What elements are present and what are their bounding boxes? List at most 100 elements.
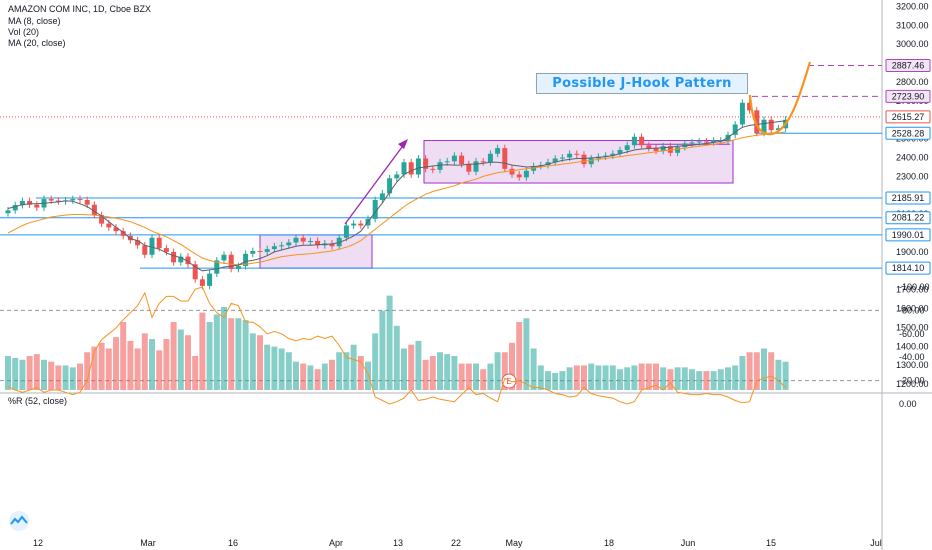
volume-bar xyxy=(458,363,465,390)
volume-bar xyxy=(581,365,587,390)
price-label: 2081.22 xyxy=(892,213,925,223)
candle-body xyxy=(156,237,162,249)
candle-body xyxy=(466,164,472,172)
candle-body xyxy=(408,162,414,175)
candle-body xyxy=(12,205,18,211)
volume-bar xyxy=(134,348,141,390)
candle-body xyxy=(379,193,385,200)
candle-body xyxy=(171,251,177,263)
candle-body xyxy=(610,153,616,156)
volume-bar xyxy=(537,365,544,390)
volume-bar xyxy=(710,371,717,390)
candle-body xyxy=(27,200,33,205)
candle-body xyxy=(271,246,277,250)
candle-body xyxy=(703,141,709,143)
candle-body xyxy=(689,142,695,144)
price-tick-label: 2300.00 xyxy=(896,171,929,181)
ma8-line xyxy=(7,120,786,272)
candle-body xyxy=(5,210,11,214)
volume-bar xyxy=(249,333,256,390)
volume-bar xyxy=(631,365,638,390)
volume-bar xyxy=(163,339,170,390)
volume-bar xyxy=(523,318,530,390)
wr-tick-label: -100.00 xyxy=(899,282,930,292)
candle-body xyxy=(264,249,270,252)
volume-bar xyxy=(487,363,494,390)
volume-bar xyxy=(5,356,11,390)
tradingview-logo-icon[interactable] xyxy=(6,511,32,531)
candle-body xyxy=(257,250,263,252)
candle-body xyxy=(77,199,83,201)
candle-body xyxy=(185,256,191,265)
price-tick-label: 3200.00 xyxy=(896,1,929,11)
volume-bar xyxy=(674,367,681,390)
wr-tick-label: -20.00 xyxy=(899,376,925,386)
volume-bar xyxy=(667,369,674,390)
volume-bar xyxy=(401,348,407,390)
volume-bar xyxy=(494,352,501,390)
price-tick-label: 3100.00 xyxy=(896,20,929,30)
wr-tick-label: -80.00 xyxy=(899,305,925,315)
candle-body xyxy=(639,136,645,146)
candle-body xyxy=(739,102,745,125)
candle-body xyxy=(423,158,429,169)
volume-bar xyxy=(393,325,400,390)
candle-body xyxy=(588,158,594,165)
volume-bar xyxy=(62,365,69,390)
j-hook-annotation[interactable]: Possible J-Hook Pattern xyxy=(536,73,748,94)
wr-tick-label: 0.00 xyxy=(899,399,917,409)
volume-bar xyxy=(127,340,134,390)
volume-bar xyxy=(379,310,386,390)
ma8-legend[interactable]: MA (8, close) xyxy=(8,16,61,26)
candle-body xyxy=(34,204,40,208)
volume-bar xyxy=(69,367,76,390)
candle-body xyxy=(682,143,688,148)
volume-bar xyxy=(350,344,357,390)
volume-bar xyxy=(753,352,760,390)
price-label-box xyxy=(885,191,931,205)
candle-body xyxy=(768,119,774,131)
price-label: 2528.28 xyxy=(892,128,925,138)
volume-bar xyxy=(660,367,667,390)
candle-body xyxy=(761,119,767,133)
candle-body xyxy=(178,256,184,263)
ma20-legend[interactable]: MA (20, close) xyxy=(8,38,66,48)
candle-body xyxy=(696,141,702,143)
price-tick-label: 1700.00 xyxy=(896,285,929,295)
price-label-box xyxy=(885,89,931,103)
candle-body xyxy=(444,161,450,163)
candle-body xyxy=(660,146,666,151)
volume-bar xyxy=(768,352,775,390)
candle-body xyxy=(516,174,522,178)
candle-body xyxy=(48,199,54,201)
candle-body xyxy=(372,200,378,219)
price-tick-label: 1200.00 xyxy=(896,379,929,389)
volume-bar xyxy=(689,369,695,390)
price-label-box xyxy=(885,126,931,140)
volume-legend[interactable]: Vol (20) xyxy=(8,27,40,37)
candle-body xyxy=(214,260,220,274)
volume-bar xyxy=(725,367,731,390)
williams-r-legend[interactable]: %R (52, close) xyxy=(8,396,68,406)
impulse-arrow-head xyxy=(398,139,408,149)
volume-bar xyxy=(782,361,789,390)
volume-bar xyxy=(566,367,573,390)
volume-bar xyxy=(509,342,515,390)
candle-body xyxy=(624,145,630,150)
price-label-box xyxy=(885,228,931,242)
candle-body xyxy=(120,231,126,236)
price-label-box xyxy=(885,58,931,72)
candle-body xyxy=(307,240,313,242)
volume-bar xyxy=(19,359,26,390)
volume-bar xyxy=(545,371,551,390)
candle-body xyxy=(415,158,421,175)
candle-body xyxy=(163,248,169,252)
volume-bar xyxy=(192,356,199,390)
volume-bar xyxy=(285,352,292,390)
volume-bar xyxy=(12,357,19,390)
volume-bar xyxy=(26,356,33,390)
volume-bar xyxy=(501,352,508,390)
volume-bar xyxy=(105,348,112,390)
candle-body xyxy=(235,266,241,269)
